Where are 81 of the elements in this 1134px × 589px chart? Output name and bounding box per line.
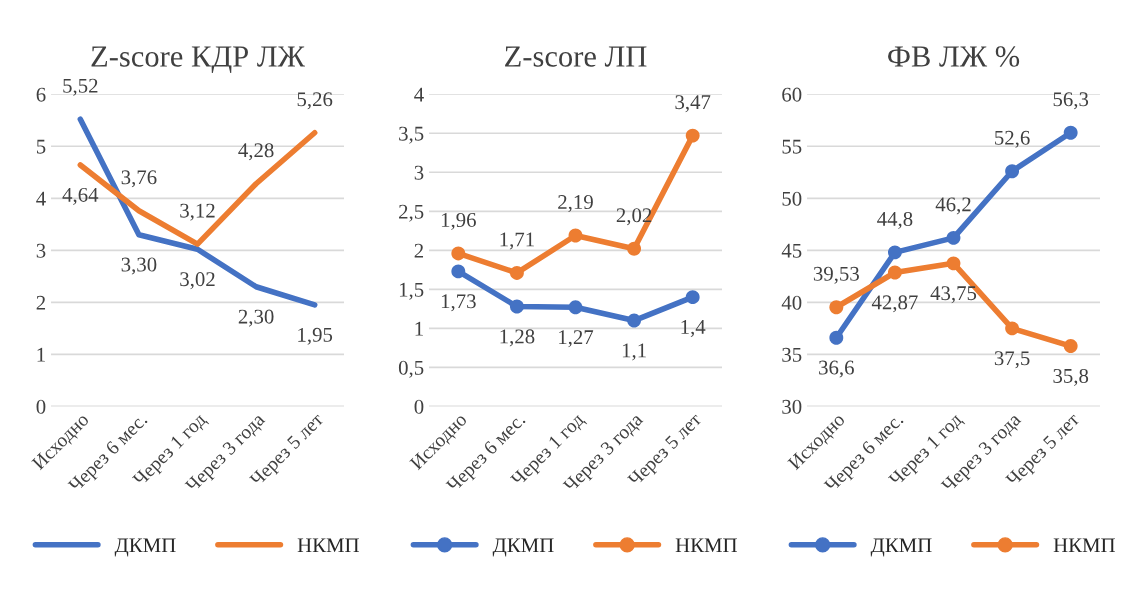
legend-label: НКМП — [297, 538, 359, 553]
y-tick-label: 50 — [782, 191, 802, 206]
y-tick-label: 40 — [781, 295, 802, 310]
data-label: 3,02 — [180, 272, 215, 290]
point — [568, 228, 583, 243]
data-label: 2,19 — [558, 195, 593, 213]
chart-title: ФВ ЛЖ % — [888, 46, 1020, 67]
legend-label: НКМП — [675, 538, 737, 553]
data-label: 5,26 — [297, 92, 333, 110]
data-label: 1,28 — [500, 329, 535, 347]
data-label: 3,30 — [121, 257, 157, 275]
data-label: 42,87 — [871, 295, 918, 313]
y-tick-label: 2,5 — [399, 204, 424, 222]
data-label: 4,28 — [238, 143, 274, 161]
data-label: 39,53 — [813, 266, 859, 284]
data-label: 4,64 — [62, 187, 99, 205]
point — [509, 266, 524, 280]
point — [887, 265, 902, 280]
y-tick-label: 60 — [782, 87, 802, 102]
point — [685, 128, 700, 143]
point — [946, 230, 961, 245]
y-tick-label: 3 — [36, 243, 46, 258]
data-label: 35,8 — [1053, 368, 1089, 386]
point — [887, 245, 902, 260]
data-label: 1,96 — [441, 212, 476, 230]
point — [685, 290, 700, 305]
chart-title: Z-score ЛП — [505, 46, 647, 67]
data-label: 1,4 — [681, 320, 706, 338]
legend-label: ДКМП — [870, 538, 932, 557]
data-label: 3,47 — [675, 95, 711, 113]
point — [1063, 125, 1078, 140]
point — [1063, 339, 1078, 353]
data-label: 1,95 — [298, 327, 333, 345]
y-tick-label: 0 — [36, 399, 46, 414]
point — [568, 300, 583, 315]
y-tick-label: 4 — [36, 191, 46, 206]
point — [509, 299, 524, 314]
data-label: 3,76 — [121, 170, 157, 188]
data-label: 1,71 — [500, 232, 534, 250]
data-label: 1,27 — [559, 330, 594, 348]
y-tick-label: 35 — [782, 347, 802, 362]
y-tick-label: 2 — [36, 295, 46, 310]
data-label: 46,2 — [935, 197, 971, 215]
y-tick-label: 4 — [414, 87, 424, 102]
chart-title: Z-score КДР ЛЖ — [91, 46, 305, 73]
point — [627, 241, 642, 256]
y-tick-label: 1,5 — [399, 282, 424, 300]
y-tick-label: 6 — [36, 87, 46, 102]
point — [829, 300, 844, 315]
y-tick-label: 45 — [781, 243, 802, 258]
point — [451, 246, 466, 261]
data-label: 1,73 — [441, 294, 476, 312]
data-label: 1,1 — [622, 343, 646, 361]
data-label: 52,6 — [995, 130, 1030, 148]
data-label: 36,6 — [819, 360, 854, 378]
y-tick-label: 30 — [782, 399, 802, 414]
legend-label: ДКМП — [114, 538, 176, 557]
y-tick-label: 1 — [415, 321, 423, 336]
point — [627, 313, 642, 328]
y-tick-label: 1 — [37, 347, 45, 362]
y-tick-label: 0,5 — [398, 360, 424, 378]
legend-label: НКМП — [1053, 538, 1115, 553]
point — [946, 256, 961, 271]
point — [1005, 321, 1020, 336]
y-tick-label: 3,5 — [399, 126, 424, 144]
point — [1005, 164, 1020, 179]
data-label: 5,52 — [63, 78, 98, 96]
y-tick-label: 5 — [36, 139, 46, 154]
point — [829, 330, 844, 345]
y-tick-label: 55 — [782, 139, 802, 154]
y-tick-label: 3 — [414, 165, 424, 180]
data-label: 43,75 — [930, 286, 977, 304]
y-tick-label: 2 — [414, 243, 424, 258]
data-label: 37,5 — [994, 351, 1030, 369]
data-label: 56,3 — [1053, 92, 1089, 110]
data-label: 44,8 — [877, 211, 913, 229]
y-tick-label: 0 — [414, 399, 424, 414]
point — [451, 264, 466, 279]
legend-label: ДКМП — [492, 538, 554, 557]
data-label: 3,12 — [180, 203, 215, 221]
data-label: 2,30 — [238, 309, 274, 327]
